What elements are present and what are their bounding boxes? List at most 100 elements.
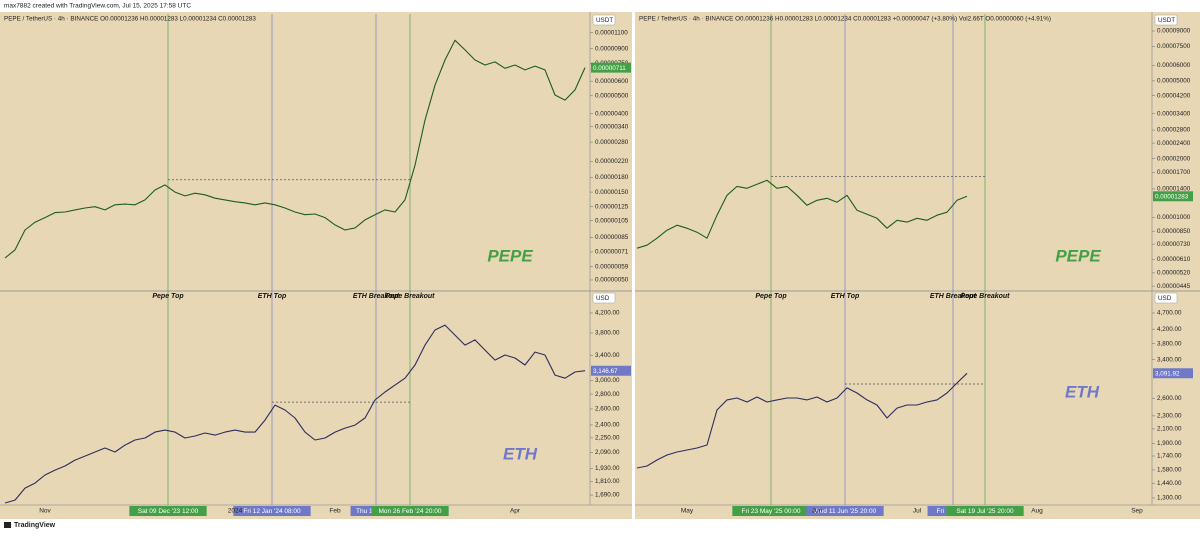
last-price-box (1153, 191, 1193, 202)
watermark: PEPE (487, 246, 533, 265)
marker-date-box (806, 506, 884, 516)
y-tick-label: 0.00004200 (1157, 92, 1191, 99)
y-tick-label: 0.00002000 (1157, 155, 1191, 162)
marker-date-box (371, 506, 449, 516)
y-tick-label: 0.00000445 (1157, 283, 1191, 290)
last-price-label: 3,146.67 (593, 368, 618, 375)
y-tick-label: 0.00001000 (1157, 214, 1191, 221)
y-tick-label: 1,900.00 (1157, 440, 1182, 447)
chart-title: PEPE / TetherUS · 4h · BINANCE O0.000012… (4, 16, 256, 23)
marker-label: Pepe Top (755, 293, 787, 300)
unit-label: USDT (1158, 17, 1175, 24)
y-tick-label: 0.00000500 (595, 92, 629, 99)
y-tick-label: 3,400.00 (595, 352, 620, 359)
x-tick-label: May (681, 508, 694, 515)
marker-label: Pepe Top (152, 293, 184, 300)
y-tick-label: 0.00000400 (595, 110, 629, 117)
y-tick-label: 3,800.00 (595, 330, 620, 337)
y-tick-label: 1,740.00 (1157, 453, 1182, 460)
y-tick-label: 0.00002400 (1157, 140, 1191, 147)
y-tick-label: 4,200.00 (1157, 326, 1182, 333)
marker-label: ETH Top (258, 293, 287, 300)
unit-box (1154, 292, 1178, 304)
unit-box (592, 14, 616, 26)
y-tick-label: 0.00000900 (595, 45, 629, 52)
x-tick-label: Nov (39, 508, 51, 515)
y-tick-label: 0.00000085 (595, 234, 629, 241)
x-tick-label: Aug (1031, 508, 1043, 515)
y-tick-label: 0.00001100 (595, 29, 628, 36)
x-tick-label: Jun (812, 508, 823, 515)
last-price-box (591, 365, 631, 376)
watermark: PEPE (1055, 246, 1101, 265)
y-tick-label: 0.00006000 (1157, 62, 1191, 69)
marker-label: Pepe Breakout (385, 293, 435, 300)
y-tick-label: 2,090.00 (595, 449, 620, 456)
y-tick-label: 2,600.00 (1157, 395, 1182, 402)
marker-date-box (732, 506, 810, 516)
y-tick-label: 1,810.00 (595, 478, 620, 485)
y-tick-label: 2,100.00 (1157, 426, 1182, 433)
x-tick-label: 2024 (228, 508, 243, 515)
price-line (4, 39, 586, 259)
y-tick-label: 4,700.00 (1157, 310, 1182, 317)
footer: TradingView (14, 522, 56, 529)
y-tick-label: 0.00000050 (595, 277, 629, 284)
x-tick-label: Jul (913, 508, 922, 515)
last-price-box (591, 62, 631, 73)
marker-label: ETH Breakout (353, 293, 400, 300)
watermark: ETH (503, 444, 538, 463)
y-tick-label: 0.00005000 (1157, 78, 1191, 85)
last-price-label: 0.00000711 (593, 65, 626, 72)
y-tick-label: 0.00000125 (595, 203, 629, 210)
y-tick-label: 2,300.00 (1157, 413, 1182, 420)
y-tick-label: 4,200.00 (595, 310, 620, 317)
y-tick-label: 3,000.00 (595, 377, 620, 384)
y-tick-label: 2,400.00 (595, 422, 620, 429)
chart-title: PEPE / TetherUS · 4h · BINANCE O0.000012… (639, 16, 1051, 23)
last-price-label: 0.00001283 (1155, 193, 1189, 200)
x-tick-label: Feb (329, 508, 341, 515)
x-tick-label: Sep (1131, 508, 1143, 515)
last-price-box (1153, 368, 1193, 379)
y-tick-label: 0.00009000 (1157, 28, 1191, 35)
unit-label: USDT (596, 17, 613, 24)
price-line (636, 372, 968, 469)
y-tick-label: 0.00000340 (595, 123, 629, 130)
marker-date: Mon 26 Feb '24 20:00 (378, 508, 441, 515)
marker-date: Sat 09 Dec '23 12:00 (138, 508, 199, 515)
y-tick-label: 1,930.00 (595, 465, 620, 472)
y-tick-label: 0.00001400 (1157, 186, 1191, 193)
marker-date: Wed 11 Jun '25 20:00 (814, 508, 877, 515)
y-tick-label: 1,690.00 (595, 492, 620, 499)
footer-logo (4, 522, 11, 528)
unit-label: USD (1158, 295, 1172, 302)
y-tick-label: 1,300.00 (1157, 495, 1182, 502)
unit-box (1154, 14, 1178, 26)
y-tick-label: 0.00000180 (595, 174, 629, 181)
unit-box (592, 292, 616, 304)
y-tick-label: 0.00000610 (1157, 256, 1191, 263)
marker-date-box (233, 506, 311, 516)
y-tick-label: 0.00000280 (595, 139, 629, 146)
left-pane (0, 12, 632, 519)
y-tick-label: 0.00000730 (1157, 241, 1191, 248)
y-tick-label: 0.00000059 (595, 263, 629, 270)
unit-label: USD (596, 295, 610, 302)
y-tick-label: 0.00003400 (1157, 110, 1191, 117)
y-tick-label: 3,400.00 (1157, 356, 1182, 363)
y-tick-label: 1,580.00 (1157, 467, 1182, 474)
y-tick-label: 0.00000071 (595, 249, 629, 256)
marker-label: ETH Breakout (930, 293, 977, 300)
marker-date: Sat 19 Jul '25 20:00 (956, 508, 1014, 515)
y-tick-label: 0.00007500 (1157, 43, 1191, 50)
y-tick-label: 0.00000520 (1157, 270, 1191, 277)
right-pane (635, 12, 1200, 519)
y-tick-label: 2,800.00 (595, 391, 620, 398)
y-tick-label: 0.00000220 (595, 158, 629, 165)
marker-date: Fri 23 May '25 00:00 (741, 508, 800, 515)
y-tick-label: 3,800.00 (1157, 340, 1182, 347)
marker-date-box (946, 506, 1024, 516)
marker-date: Fri 12 Jan '24 08:00 (243, 508, 301, 515)
price-line (4, 324, 586, 504)
